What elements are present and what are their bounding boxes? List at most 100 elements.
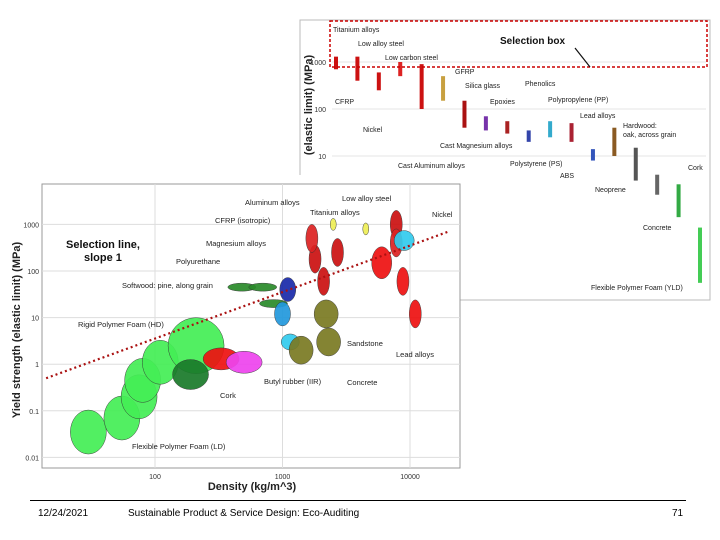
bar-label-polypropylene-pp: Polypropylene (PP) <box>548 97 608 104</box>
bar-label-cork: Cork <box>688 165 703 172</box>
bar-lead-alloys <box>590 149 595 161</box>
bar-hardwood-oak-across-grain <box>612 127 617 156</box>
bar-nickel <box>419 64 424 109</box>
bar-label-flexible-polymer-foam-yld: Flexible Polymer Foam (YLD) <box>591 285 683 292</box>
scatter-ytick-label: 100 <box>27 269 39 276</box>
annotation-low-alloy-steel: Low alloy steel <box>342 194 392 203</box>
bar-chart-bars <box>334 56 702 283</box>
bar-flexible-polymer-foam-yld <box>698 227 702 283</box>
point-aluminum-alloys <box>331 238 344 267</box>
annotation-cfrp-isotropic: CFRP (isotropic) <box>215 216 271 225</box>
scatter-ytick-label: 0.1 <box>29 409 39 416</box>
bar-label-lead-alloys: Lead alloys <box>580 113 616 120</box>
scatter-ylabel: Yield strength (elastic limit) (MPa) <box>11 242 23 419</box>
point-glass <box>329 218 337 231</box>
bar-polypropylene-pp <box>526 130 531 142</box>
scatter-xtick-label: 100 <box>149 474 161 481</box>
annotation-rigid-polymer-foam-hd: Rigid Polymer Foam (HD) <box>78 320 164 329</box>
bar-concrete <box>655 174 660 195</box>
bar-chart-yticks: 1000 100 10 <box>310 60 326 161</box>
bar-label-concrete: Concrete <box>643 225 672 232</box>
scatter-ytick-label: 1 <box>35 362 39 369</box>
bar-chart-ytick-label: 100 <box>314 107 326 114</box>
point-lead-alloys <box>409 299 422 329</box>
bar-label-cast-magnesium-alloys: Cast Magnesium alloys <box>440 143 513 150</box>
footer-date: 12/24/2021 <box>38 508 89 519</box>
point-softwood-pine-along-grain <box>248 282 277 292</box>
bar-label-titanium-alloys: Titanium alloys <box>333 27 380 34</box>
bar-low-carbon-steel <box>376 72 381 91</box>
point-gfrp <box>317 267 330 296</box>
point-sandstone <box>313 299 339 329</box>
annotation-nickel: Nickel <box>432 210 453 219</box>
point-concrete <box>316 327 341 357</box>
annotation-butyl-rubber-iir: Butyl rubber (IIR) <box>264 377 322 386</box>
bar-chart-ytick-label: 1000 <box>310 60 326 67</box>
bar-abs <box>569 123 574 142</box>
scatter-chart: 1000 100 10 1 0.1 0.01 100 1000 10000 Yield str… <box>11 175 461 495</box>
scatter-xlabel: Density (kg/m^3) <box>208 481 297 493</box>
annotation-sandstone: Sandstone <box>347 339 383 348</box>
annotation-lead-alloys: Lead alloys <box>396 350 434 359</box>
annotation-flexible-polymer-foam-ld: Flexible Polymer Foam (LD) <box>132 442 226 451</box>
annotation-cork: Cork <box>220 391 236 400</box>
point-polyurethane <box>225 351 263 374</box>
bar-label-silica-glass: Silica glass <box>465 83 501 90</box>
point-polymers <box>279 277 297 302</box>
annotation-polyurethane: Polyurethane <box>176 257 220 266</box>
annotation-softwood-pine-along-grain: Softwood: pine, along grain <box>122 281 213 290</box>
point-cork <box>172 359 209 390</box>
footer-divider <box>30 500 686 501</box>
point-cast-iron <box>371 246 392 280</box>
scatter-points <box>70 210 422 455</box>
bar-label-low-alloy-steel: Low alloy steel <box>358 41 404 48</box>
bar-chart-grid <box>332 61 706 157</box>
bar-titanium-alloys <box>334 56 338 70</box>
bar-label-hardwood-oak-across-grain: Hardwood: oak, across grain <box>623 123 676 139</box>
point-copper-alloys <box>396 267 410 296</box>
bar-label-phenolics: Phenolics <box>525 81 556 88</box>
scatter-xtick-label: 10000 <box>400 474 420 481</box>
bar-chart-labels: Titanium alloys Low alloy steel Low carbon… <box>333 27 703 292</box>
bar-epoxies <box>483 116 488 131</box>
bar-silica-glass <box>462 100 467 128</box>
annotation-magnesium-alloys: Magnesium alloys <box>206 239 266 248</box>
bar-chart-ytick-label: 10 <box>318 154 326 161</box>
bar-phenolics <box>505 121 510 134</box>
annotation-concrete: Concrete <box>347 378 377 387</box>
footer-title: Sustainable Product & Service Design: Ec… <box>128 508 360 519</box>
point-flexible-polymer-foam-ld <box>70 409 107 455</box>
bar-label-cast-aluminum-alloys: Cast Aluminum alloys <box>398 163 465 170</box>
scatter-ytick-label: 10 <box>31 316 39 323</box>
bar-gfrp <box>441 76 446 101</box>
bar-polystyrene-ps <box>548 121 553 138</box>
bar-cork <box>676 184 681 218</box>
bar-cfrp <box>398 62 403 77</box>
scatter-xtick-label: 1000 <box>275 474 291 481</box>
bar-label-gfrp: GFRP <box>455 69 475 76</box>
point-cfrp-isotropic <box>305 224 319 253</box>
point-sandstone <box>288 335 314 365</box>
point-polymers <box>274 301 291 327</box>
bar-low-alloy-steel <box>355 56 360 81</box>
bar-label-abs: ABS <box>560 173 574 180</box>
bar-chart-ylabel: (elastic limit) (MPa) <box>303 55 315 156</box>
bar-label-nickel: Nickel <box>363 127 383 134</box>
selection-line <box>45 230 449 380</box>
selection-box-arrow <box>574 47 591 68</box>
scatter-ytick-label: 1000 <box>23 222 39 229</box>
bar-label-epoxies: Epoxies <box>490 99 515 106</box>
bar-neoprene <box>633 147 638 181</box>
scatter-xticks: 100 1000 10000 <box>149 474 420 481</box>
selection-box <box>329 20 708 68</box>
bar-label-low-carbon-steel: Low carbon steel <box>385 55 438 62</box>
bar-label-polystyrene-ps: Polystyrene (PS) <box>510 161 563 168</box>
scatter-yticks: 1000 100 10 1 0.1 0.01 <box>23 222 39 462</box>
selection-line-label: Selection line, slope 1 <box>66 239 140 264</box>
bar-label-neoprene: Neoprene <box>595 187 626 194</box>
point-titanium-alloys <box>362 222 370 236</box>
selection-box-label: Selection box <box>500 36 565 47</box>
annotation-titanium-alloys: Titanium alloys <box>310 208 360 217</box>
footer-page-number: 71 <box>672 508 684 519</box>
